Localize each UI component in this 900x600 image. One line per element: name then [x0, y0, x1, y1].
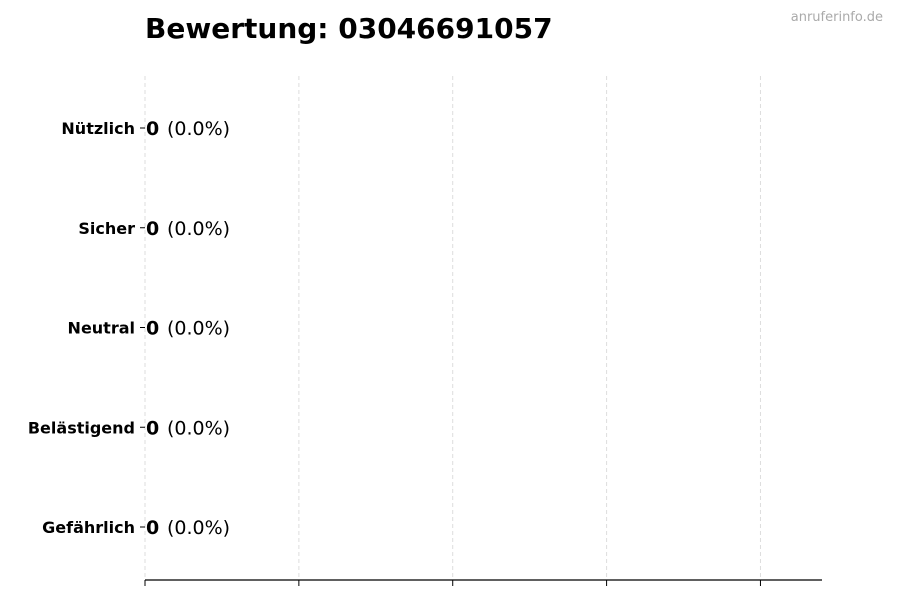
- category-label: Belästigend: [28, 418, 135, 437]
- percent-label: (0.0%): [167, 318, 230, 340]
- category-label: Sicher: [78, 219, 135, 238]
- watermark: anruferinfo.de: [790, 10, 883, 25]
- value-label: 0: [146, 118, 159, 140]
- category-label: Gefährlich: [42, 518, 135, 537]
- chart-title: Bewertung: 03046691057: [145, 12, 553, 45]
- percent-label: (0.0%): [167, 417, 230, 439]
- value-label: 0: [146, 517, 159, 539]
- category-label: Nützlich: [61, 119, 135, 138]
- percent-label: (0.0%): [167, 517, 230, 539]
- percent-label: (0.0%): [167, 118, 230, 140]
- value-label: 0: [146, 318, 159, 340]
- value-label: 0: [146, 417, 159, 439]
- percent-label: (0.0%): [167, 218, 230, 240]
- category-label: Neutral: [68, 319, 135, 338]
- value-label: 0: [146, 218, 159, 240]
